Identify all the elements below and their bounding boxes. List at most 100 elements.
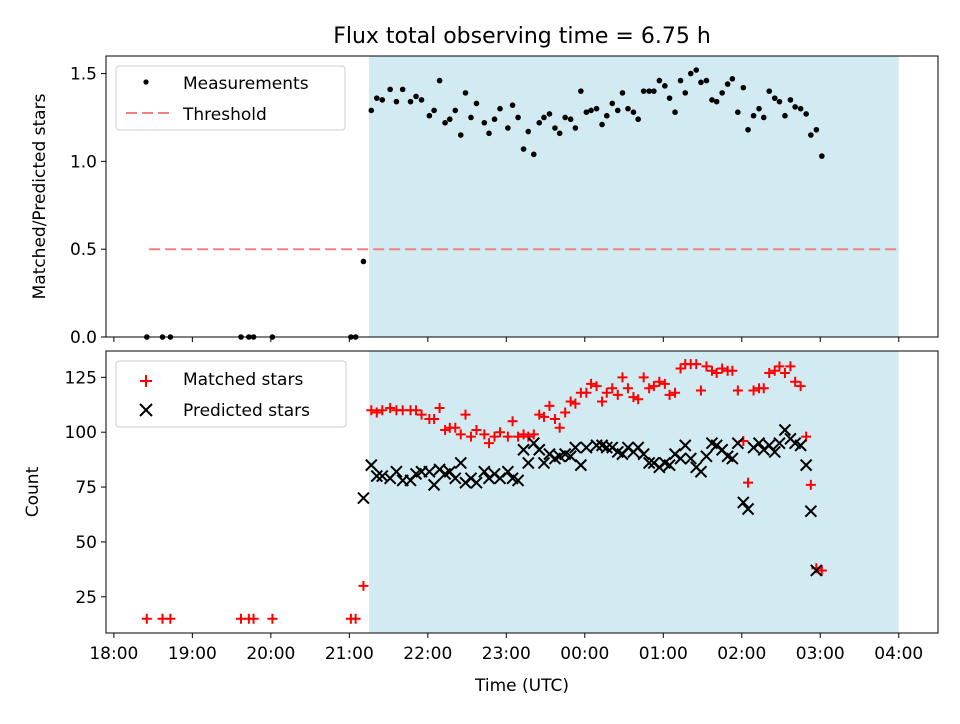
measurement-point [687,70,694,77]
measurement-point [457,132,464,138]
measurement-point [724,81,731,87]
predicted-star-point [804,504,818,518]
xtick-label: 00:00 [560,644,609,664]
matched-star-point [489,431,500,442]
measurement-point [662,83,668,89]
predicted-star-point [574,458,588,472]
measurement-point [546,111,553,117]
matched-star-point [622,383,633,394]
legend-marker-predicted [139,403,153,417]
bottom-ytick-label: 100 [65,423,97,443]
measurement-point [776,98,783,105]
measurement-point [373,95,380,101]
predicted-star-point [357,491,370,505]
measurement-point [719,90,725,96]
xtick-label: 23:00 [482,644,531,664]
matched-star-point [513,431,524,442]
bottom-y-axis-label: Count [23,466,43,517]
matched-star-point [366,405,377,416]
matched-star-point [644,383,655,394]
measurement-point [515,114,521,121]
matched-star-point [727,365,738,376]
predicted-star-point [684,452,697,465]
xtick-label: 21:00 [325,644,374,664]
measurement-point [625,105,631,112]
matched-star-point [816,565,827,576]
measurement-point [808,132,814,138]
matched-star-point [554,422,565,433]
top-axes-frame [105,55,939,338]
measurement-point [703,77,710,84]
measurement-point [536,119,543,126]
bottom-ytick-label: 75 [75,478,97,498]
predicted-star-point [768,445,781,459]
legend-label-predicted: Predicted stars [183,401,310,421]
measurement-point [541,114,547,121]
matched-star-point [612,389,623,400]
measurement-point [656,77,663,84]
bottom-ytick-label: 50 [75,533,97,553]
matched-star-point [581,387,592,398]
measurement-point [452,107,459,114]
measurement-point [462,90,469,96]
predicted-star-point [700,450,713,463]
measurement-point [819,153,825,159]
predicted-star-point [741,502,755,516]
measurement-point [368,107,375,114]
measurement-point [393,98,400,105]
predicted-star-point [470,476,483,489]
measurement-point [693,67,700,73]
measurement-point [813,126,820,133]
measurement-point [792,104,798,110]
matched-star-point [416,409,427,420]
matched-star-point [748,385,759,396]
measurement-point [407,98,414,105]
measurement-point [760,114,767,121]
matched-star-point [544,400,555,411]
matched-star-point [701,361,712,372]
measurement-point [497,105,503,112]
measurement-point [572,125,579,131]
matched-star-point [429,414,440,425]
matched-star-point [528,429,539,440]
measurement-point [426,112,433,119]
measurement-point [413,93,419,100]
matched-star-point [440,425,451,436]
top-legend-box [115,65,346,131]
bottom-panel: 25 50 75 100 125 18:00 19:00 20:00 21:00 22:00 23… [23,350,939,696]
matched-star-point [607,383,618,394]
matched-star-point [764,367,775,378]
matched-star-point [248,613,259,624]
matched-star-point [267,613,278,624]
matched-star-point [586,378,597,389]
predicted-star-point [376,469,389,483]
measurement-point [782,112,788,119]
measurement-point [630,109,637,115]
predicted-star-point [427,478,441,492]
measurement-point [672,109,678,115]
matched-star-point [460,409,471,420]
predicted-star-point [533,443,546,456]
measurement-point [505,125,511,131]
matched-star-point [371,407,382,418]
matched-star-point [670,387,681,398]
matched-star-point [659,378,670,389]
predicted-star-point [752,436,766,450]
top-ytick-label: 0.0 [70,328,97,348]
measurement-point [588,107,594,114]
predicted-star-point [794,439,807,452]
predicted-star-point [390,465,403,478]
measurement-point [713,98,720,105]
matched-star-point [534,409,545,420]
matched-star-point [523,431,534,442]
matched-star-point [732,385,743,396]
measurement-point [509,102,516,108]
measurement-point [562,114,568,121]
predicted-star-point [642,456,656,470]
legend-marker-matched [140,375,152,387]
measurement-point [436,77,443,84]
legend-label-measurements: Measurements [183,74,309,94]
matched-star-point [455,429,466,440]
predicted-star-point [637,447,650,461]
matched-star-point [601,387,612,398]
